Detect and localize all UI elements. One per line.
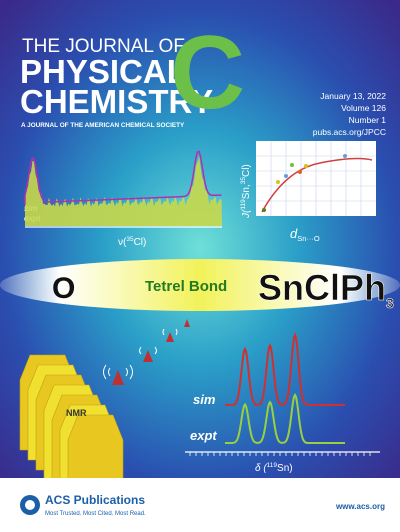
expt-spectrum [25, 155, 222, 226]
label-sup: 35 [240, 177, 247, 185]
points [262, 154, 347, 212]
y-axis-label: J(119Sn,35Cl) [240, 164, 252, 219]
issue-url: pubs.acs.org/JPCC [313, 127, 386, 137]
bond-band [0, 259, 400, 311]
legend-sim: sim [193, 392, 216, 407]
label-sub: Sn···O [297, 234, 320, 243]
sim-spectrum [24, 150, 222, 205]
label-sup: 35 [126, 236, 134, 243]
nmr-label: NMR [66, 408, 87, 418]
label-sub: 3 [386, 295, 394, 311]
legend-expt: expt [190, 428, 217, 443]
x-axis-label: dSn···O [290, 226, 320, 243]
label-part: J( [241, 208, 252, 219]
logo [25, 500, 35, 510]
title-letter: C [170, 15, 245, 131]
issue-number: Number 1 [349, 115, 387, 125]
label-part: Sn, [241, 184, 252, 199]
label-part: SnClPh [258, 267, 386, 308]
label-sup: 119 [267, 462, 278, 469]
footer-url: www.acs.org [335, 502, 385, 511]
label-part: δ ( [255, 463, 268, 474]
antennas [112, 319, 190, 385]
axis-label: δ (119Sn) [255, 462, 293, 474]
brand: ACS Publications [45, 493, 145, 507]
label-part: Cl) [241, 164, 252, 177]
label-part: ν( [118, 237, 127, 248]
label-part: Sn) [277, 463, 293, 474]
correlation-panel: J(119Sn,35Cl) dSn···O [240, 141, 376, 243]
waves [103, 328, 178, 380]
title-line: THE JOURNAL OF [22, 36, 185, 57]
footer [0, 478, 400, 532]
label-part: Cl) [134, 237, 147, 248]
spectrum-panel: sim expt ν(35Cl) [24, 150, 222, 248]
axis-label: ν(35Cl) [118, 236, 146, 248]
tagline: Most Trusted. Most Cited. Most Read. [45, 511, 146, 517]
sim-spectrum [225, 332, 345, 406]
title-line: CHEMISTRY [20, 83, 213, 120]
issue-volume: Volume 126 [341, 103, 386, 113]
subtitle: A JOURNAL OF THE AMERICAN CHEMICAL SOCIE… [21, 122, 185, 129]
label-sup: 119 [240, 199, 247, 210]
sn-panel: sim expt δ (119Sn) [185, 332, 380, 474]
fit-curve [261, 157, 373, 213]
label-part: d [290, 226, 298, 241]
issue-date: January 13, 2022 [320, 91, 386, 101]
band-label: Tetrel Bond [145, 278, 227, 295]
expt-spectrum [225, 392, 345, 444]
atom-label: O [52, 272, 75, 305]
molecule-label: SnClPh3 [258, 267, 394, 311]
title-line: PHYSICAL [20, 53, 187, 90]
